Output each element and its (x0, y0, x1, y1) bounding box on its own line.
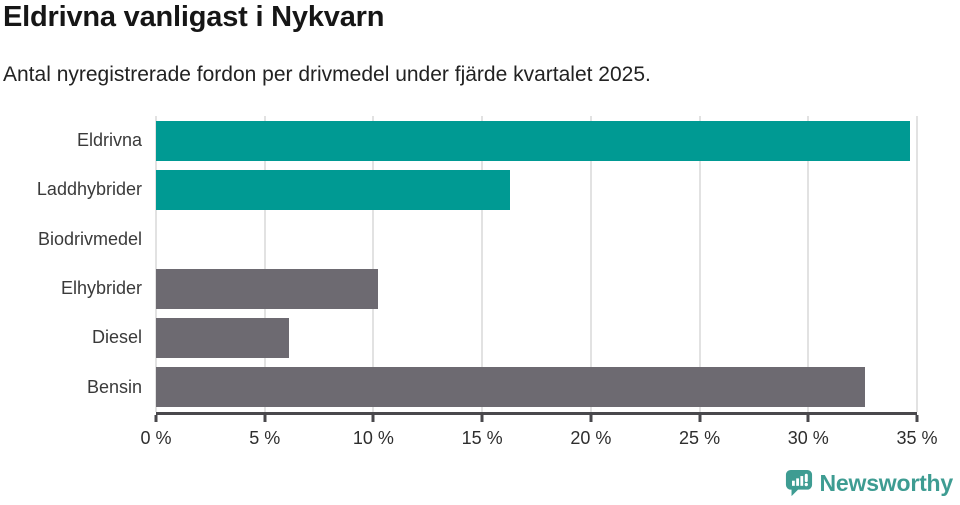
bar-row: Elhybrider (0, 264, 917, 313)
gridline (916, 116, 918, 412)
bar-track (156, 268, 917, 309)
bar-chart: Eldrivna Laddhybrider Biodrivmedel Elhybrid… (0, 116, 918, 412)
x-tick-label: 10 % (352, 428, 394, 448)
x-tick (154, 415, 158, 422)
bar-bensin (156, 367, 865, 408)
newsworthy-logo-icon (785, 469, 812, 497)
bar-track (156, 317, 917, 358)
gridline (698, 116, 701, 412)
x-tick (589, 415, 593, 422)
gridline (155, 116, 157, 412)
x-tick-label: 30 % (787, 428, 829, 448)
bar-row: Bensin (0, 363, 917, 412)
bar-track (156, 169, 917, 210)
gridline (807, 116, 810, 412)
bar-track (156, 367, 917, 408)
x-tick (263, 415, 267, 422)
bar-row: Diesel (0, 313, 917, 362)
chart-title: Eldrivna vanligast i Nykvarn (3, 1, 385, 33)
x-tick-label: 15 % (461, 428, 503, 448)
gridline (589, 116, 592, 412)
category-label: Eldrivna (76, 130, 142, 151)
x-tick-label: 35 % (896, 428, 938, 448)
brand-footer: Newsworthy (785, 469, 953, 498)
x-tick (806, 415, 810, 422)
bar-row: Eldrivna (0, 116, 917, 165)
category-label: Bensin (86, 376, 142, 397)
gridline (372, 116, 375, 412)
category-label: Biodrivmedel (37, 228, 142, 249)
bar-track (156, 120, 917, 161)
x-tick-label: 25 % (679, 428, 721, 448)
chart-subtitle: Antal nyregistrerade fordon per drivmede… (3, 63, 651, 86)
x-axis: 0 % 5 % 10 % 15 % 20 % 25 % 30 % 35 % (140, 412, 938, 457)
category-label: Laddhybrider (36, 179, 142, 200)
bar-elhybrider (156, 268, 378, 309)
x-tick (915, 415, 919, 422)
bar-row: Laddhybrider (0, 165, 917, 214)
gridline (481, 116, 484, 412)
bar-diesel (156, 317, 289, 358)
bar-laddhybrider (156, 169, 511, 210)
brand-name: Newsworthy (819, 470, 954, 496)
x-tick-label: 0 % (140, 428, 172, 448)
bar-eldrivna (156, 120, 911, 161)
x-tick (371, 415, 375, 422)
category-label: Elhybrider (60, 278, 142, 299)
x-tick-label: 5 % (249, 428, 281, 448)
category-label: Diesel (91, 327, 142, 348)
bar-track (156, 219, 917, 259)
bar-rows: Eldrivna Laddhybrider Biodrivmedel Elhybrid… (0, 116, 917, 412)
x-tick-label: 20 % (570, 428, 612, 448)
x-tick (698, 415, 702, 422)
bar-row: Biodrivmedel (0, 215, 917, 264)
gridline (263, 116, 266, 412)
gridlines (155, 116, 918, 412)
x-tick (480, 415, 484, 422)
